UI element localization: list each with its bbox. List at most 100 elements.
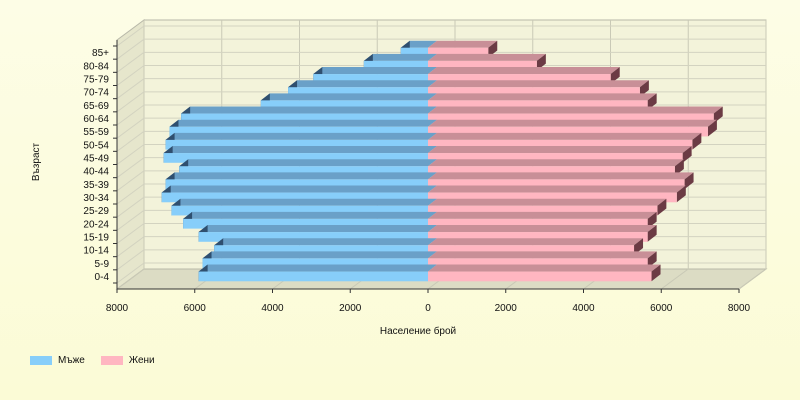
bar-male-55-59 [169,126,428,137]
bar-female-end [634,238,644,255]
side-grid-line [116,196,145,218]
bar-female-30-34 [428,192,677,203]
bar-female-20-24 [428,218,648,229]
bar-male-top [288,80,437,88]
bar-female-top [428,93,657,101]
bar-female-end [639,80,649,97]
bar-female-25-29 [428,205,658,216]
bar-female-end [707,119,717,137]
bar-male-top [202,251,437,259]
bar-male-top [198,264,437,272]
bar-male-25-29 [171,205,429,216]
side-grid-line [116,91,145,113]
y-tick-label: 30-34 [83,193,109,204]
bar-female-top [428,159,684,167]
bar-female-end [674,159,684,176]
bar-female-35-39 [428,179,685,190]
bar-female-end [536,53,546,71]
y-tick-label: 75-79 [83,74,109,85]
side-grid-line [116,249,145,271]
y-tick-label: 25-29 [83,206,109,217]
side-grid-line [116,78,145,100]
y-tick-label: 85+ [92,48,109,59]
y-tick-label: 80-84 [83,61,109,72]
bar-female-top [428,251,657,259]
bar-female-end [647,251,657,269]
bar-female-end [682,146,692,163]
bar-female-75-79 [428,74,611,84]
bar-female-65-69 [428,100,648,111]
y-tick-label: 60-64 [83,114,109,125]
bar-female-top [428,132,702,140]
bar-female-85+ [428,47,489,58]
y-tick-label: 35-39 [83,180,109,191]
bar-female-end [692,132,702,150]
bar-female-end [684,172,694,190]
bar-female-top [428,211,657,219]
bar-male-top [183,211,437,219]
bar-female-45-49 [428,153,683,163]
bar-female-top [428,40,498,48]
bar-female-end [488,40,498,58]
side-grid-line [116,104,145,126]
y-tick-label: 10-14 [83,246,109,257]
bar-female-end [610,67,620,84]
y-tick-label: 15-19 [83,232,109,243]
bar-female-0-4 [428,271,652,282]
bar-male-50-54 [165,139,428,150]
bar-female-40-44 [428,166,675,176]
legend-label-female: Жени [128,355,155,366]
bar-male-5-9 [202,258,428,269]
bar-female-top [428,80,649,88]
y-tick-label: 65-69 [83,101,109,112]
x-tick-label: 2000 [339,303,362,314]
y-tick-label: 40-44 [83,167,109,178]
bar-male-75-79 [313,74,428,84]
y-tick-label: 20-24 [83,219,109,230]
bar-male-top [169,119,437,127]
x-tick-label: 8000 [728,303,751,314]
floor-grid-line [738,268,767,290]
side-grid-line [116,144,145,165]
legend-label-male: Мъже [58,355,85,366]
y-tick-label: 50-54 [83,140,109,151]
bar-male-40-44 [179,166,428,176]
bar-male-top [400,40,437,48]
x-tick-label: 2000 [495,303,518,314]
bar-female-top [428,67,620,75]
bar-female-top [428,53,546,61]
bar-female-top [428,119,717,127]
bar-female-end [651,264,661,282]
bar-male-top [161,185,438,193]
bar-female-end [647,211,657,229]
bar-female-end [647,225,657,242]
side-grid-line [116,65,145,86]
bar-male-85+ [400,47,428,58]
bar-female-top [428,238,644,246]
bar-female-end [676,185,686,203]
bar-male-30-34 [161,192,429,203]
bar-female-top [428,264,661,272]
bar-female-5-9 [428,258,648,269]
bar-female-top [428,172,694,180]
floor-grid-line [660,268,689,290]
bar-male-65-69 [260,100,428,111]
bar-male-70-74 [288,87,428,97]
bar-female-top [428,225,657,233]
side-grid-line [116,170,145,192]
bar-male-top [313,67,437,75]
bar-female-top [428,198,667,206]
y-tick-label: 55-59 [83,127,109,138]
legend-swatch-female [100,356,123,365]
x-tick-label: 6000 [184,303,207,314]
bar-male-80-84 [363,60,428,71]
x-tick-label: 0 [425,303,431,314]
floor-grid-line [116,268,145,290]
bar-female-60-64 [428,113,714,124]
bar-female-10-14 [428,245,635,255]
chart-axes: 8000 6000 4000 2000 0 2000 4000 6000 8000 0-4 5-9 1… [83,40,751,314]
side-grid-line [116,183,145,205]
x-tick-label: 6000 [650,303,673,314]
bar-female-top [428,106,723,114]
